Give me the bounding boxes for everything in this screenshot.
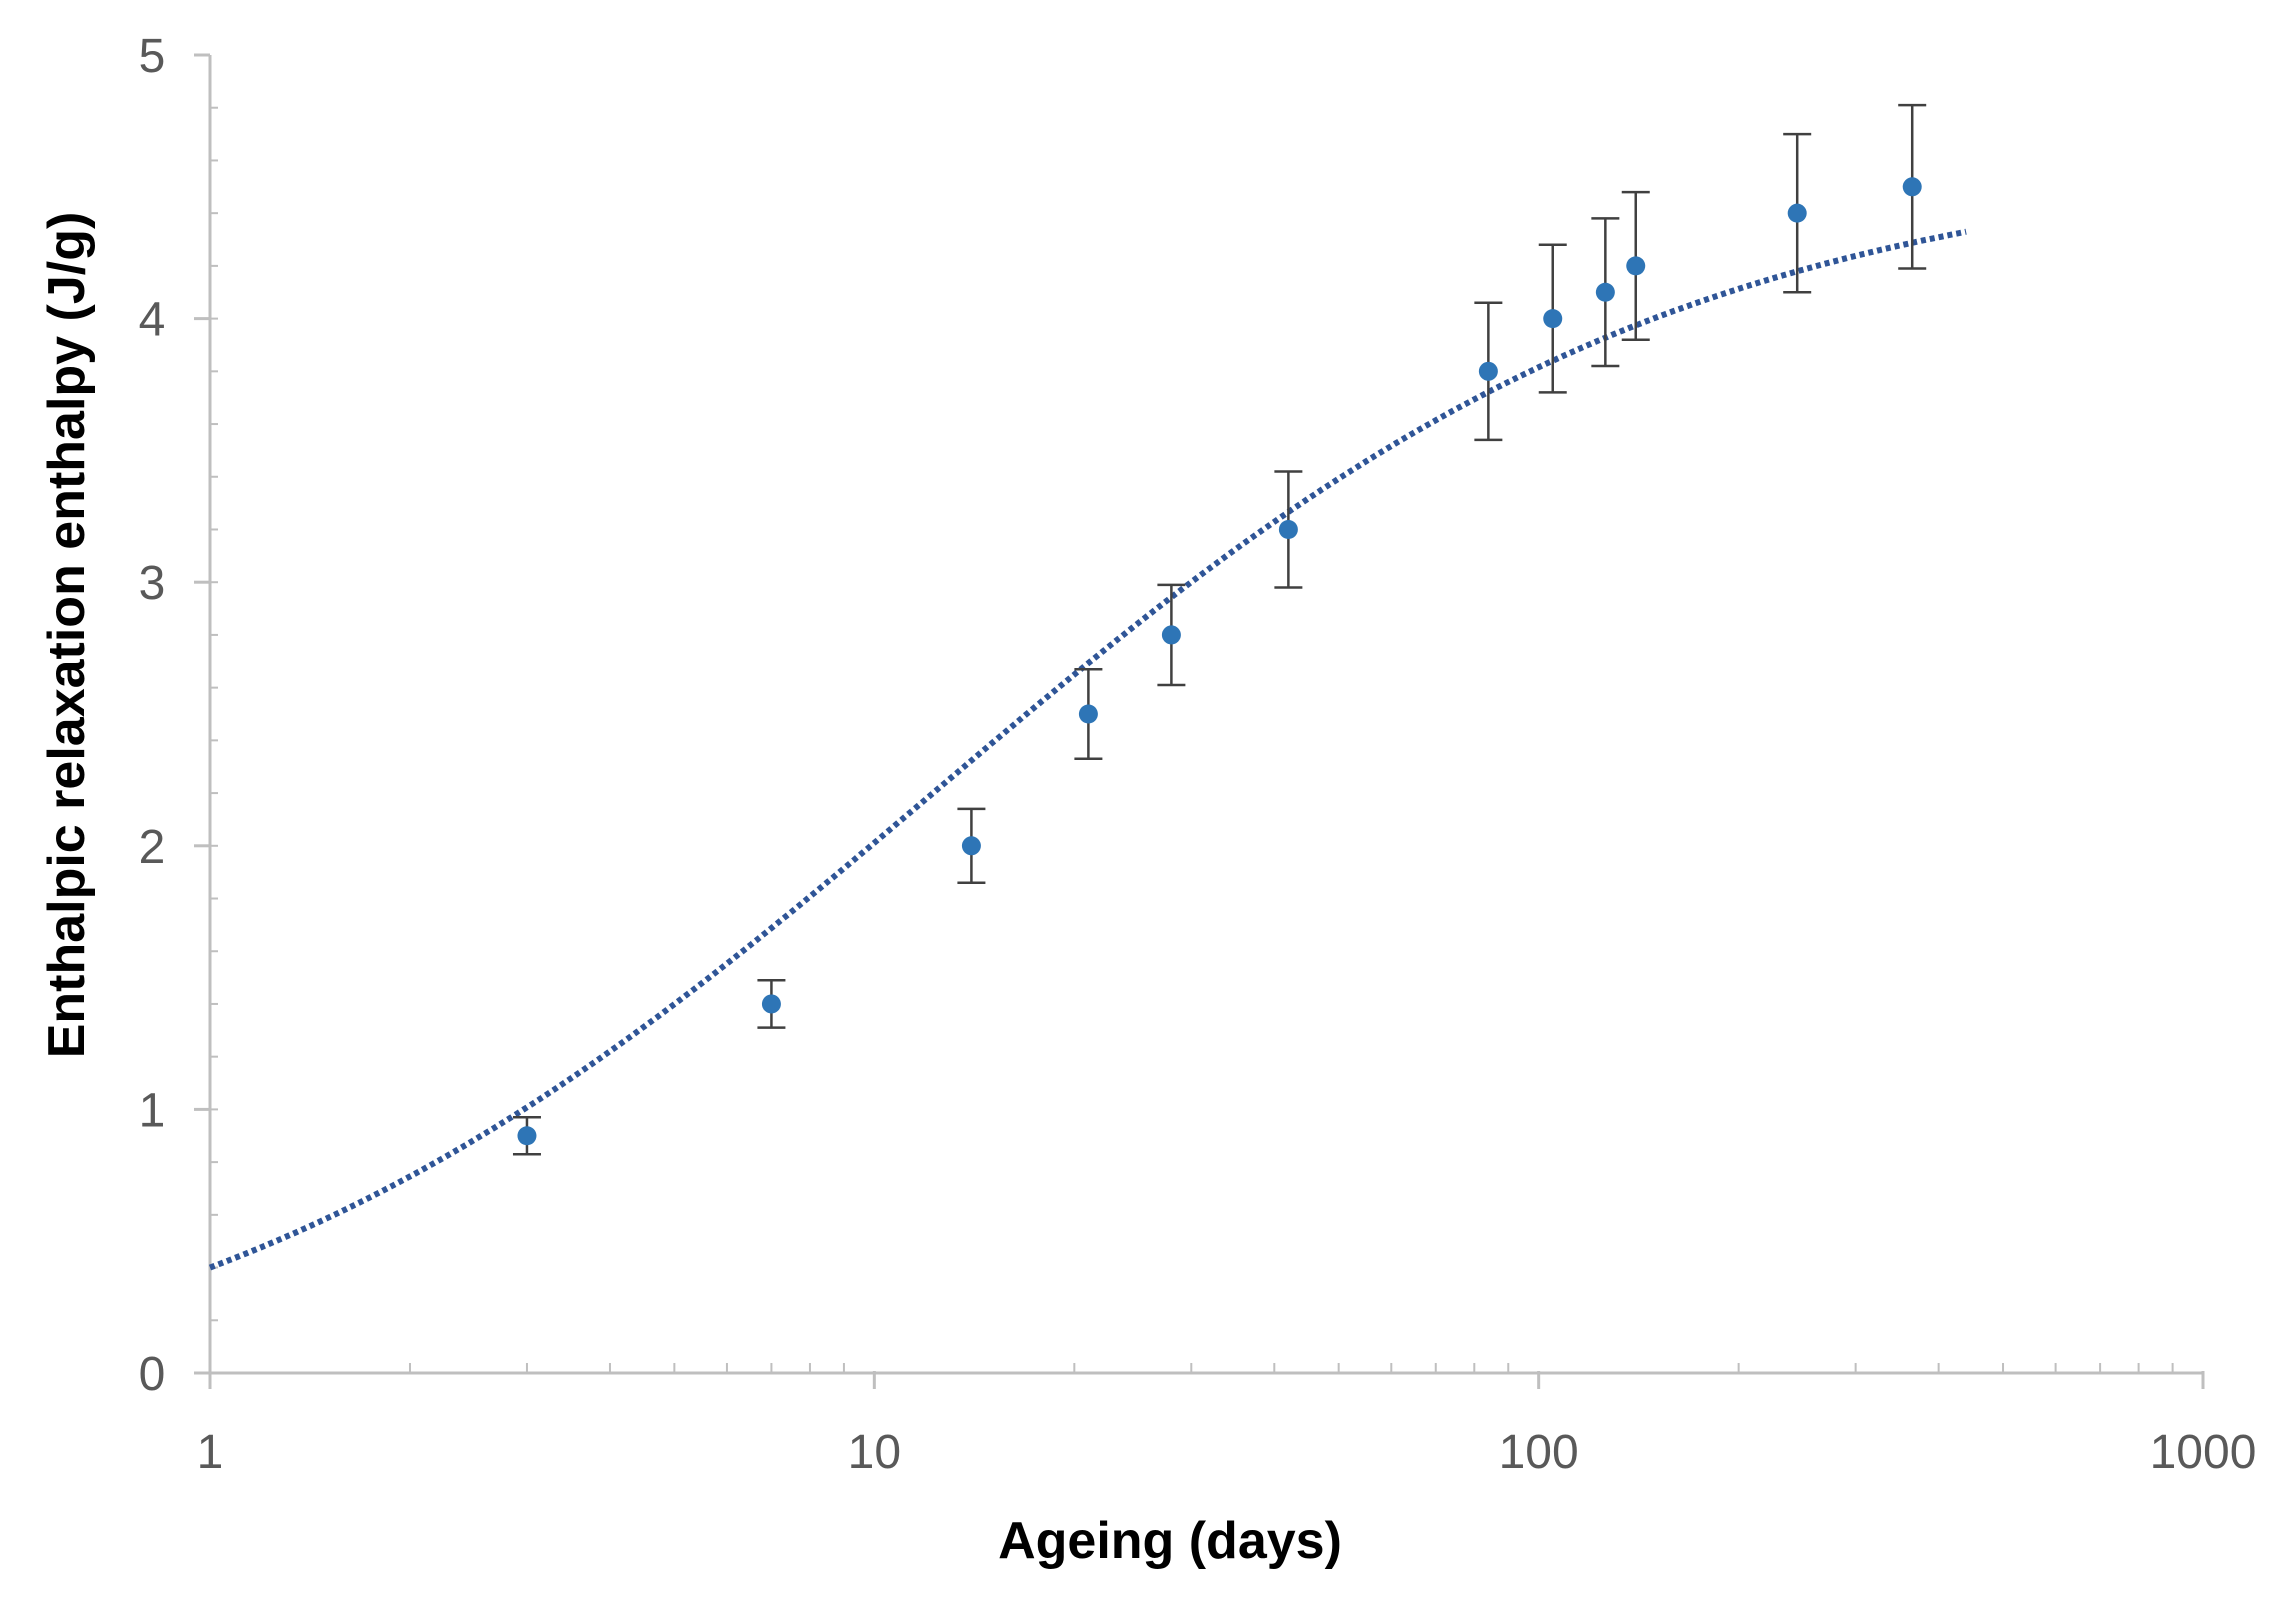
x-minor-ticks: [408, 1363, 2174, 1373]
x-major-ticks: [208, 1371, 2205, 1389]
error-bars: [512, 103, 1927, 1156]
data-point: [1595, 282, 1615, 302]
data-points: [517, 177, 1922, 1146]
x-tick-label: 100: [1499, 1426, 1579, 1479]
x-tick-label: 1000: [2150, 1426, 2257, 1479]
data-point: [761, 994, 781, 1014]
y-tick-label: 1: [139, 1084, 166, 1137]
trend-line: [208, 228, 1967, 1271]
y-tick-label: 5: [139, 30, 166, 83]
y-tick-label: 0: [139, 1348, 166, 1401]
x-tick-labels: 1 10 100 1000: [197, 1426, 2257, 1479]
data-point: [1902, 177, 1922, 197]
data-point: [1787, 203, 1807, 223]
data-point: [1278, 519, 1298, 539]
y-tick-label: 2: [139, 821, 166, 874]
x-tick-label: 1: [197, 1426, 224, 1479]
y-tick-label: 3: [139, 557, 166, 610]
x-axis-title: Ageing (days): [998, 1512, 1342, 1570]
data-point: [1161, 625, 1181, 645]
y-tick-label: 4: [139, 294, 166, 347]
x-tick-label: 10: [848, 1426, 901, 1479]
data-point: [961, 836, 981, 856]
y-tick-labels: 0 1 2 3 4 5: [139, 30, 166, 1401]
data-point: [1078, 704, 1098, 724]
y-axis-title: Enthalpic relaxation enthalpy (J/g): [38, 212, 96, 1059]
data-point: [1478, 361, 1498, 381]
data-point: [1626, 256, 1646, 276]
data-point: [1543, 309, 1563, 329]
data-point: [517, 1126, 537, 1146]
y-major-ticks: [194, 53, 210, 1375]
